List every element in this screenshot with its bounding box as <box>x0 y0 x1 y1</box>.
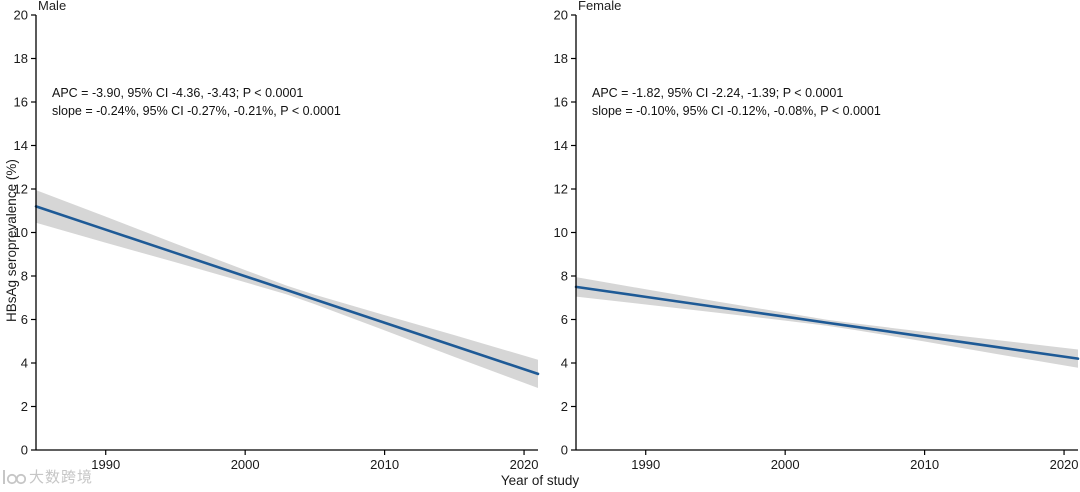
panel-title: Male <box>38 0 66 13</box>
y-tick-label: 16 <box>14 95 28 110</box>
stats-annotation: APC = -1.82, 95% CI -2.24, -1.39; P < 0.… <box>592 86 843 100</box>
y-tick-label: 10 <box>14 225 28 240</box>
y-tick-label: 10 <box>554 225 568 240</box>
x-tick-label: 2000 <box>771 457 800 472</box>
chart-panels: 0 2 4 6 8 10 12 14 16 18 20 1990 2000 2010 2020 Male APC… <box>14 0 1080 472</box>
y-tick-label: 20 <box>14 8 28 23</box>
y-tick-label: 18 <box>14 51 28 66</box>
y-tick-label: 16 <box>554 95 568 110</box>
y-tick-label: 6 <box>561 312 568 327</box>
x-tick-label: 2010 <box>910 457 939 472</box>
y-tick-label: 18 <box>554 51 568 66</box>
x-tick-label: 2000 <box>231 457 260 472</box>
female-chart: 0 2 4 6 8 10 12 14 16 18 20 1990 2000 2010 2020 Female A… <box>554 0 1080 472</box>
y-tick-label: 4 <box>561 356 568 371</box>
y-tick-label: 0 <box>561 443 568 458</box>
stats-annotation: APC = -3.90, 95% CI -4.36, -3.43; P < 0.… <box>52 86 303 100</box>
y-tick-label: 2 <box>21 399 28 414</box>
y-tick-label: 14 <box>14 138 28 153</box>
y-tick-label: 8 <box>561 269 568 284</box>
watermark-logo-icon <box>3 469 26 484</box>
panel-title: Female <box>578 0 621 13</box>
y-tick-label: 20 <box>554 8 568 23</box>
y-tick-label: 0 <box>21 443 28 458</box>
x-tick-label: 1990 <box>91 457 120 472</box>
regression-line <box>34 205 540 376</box>
male-chart: 0 2 4 6 8 10 12 14 16 18 20 1990 2000 2010 2020 Male APC… <box>14 0 540 472</box>
y-tick-label: 6 <box>21 312 28 327</box>
x-axis-label: Year of study <box>500 473 580 488</box>
y-tick-label: 14 <box>554 138 568 153</box>
x-tick-label: 2010 <box>370 457 399 472</box>
x-tick-label: 1990 <box>631 457 660 472</box>
y-tick-label: 8 <box>21 269 28 284</box>
y-axis-label: HBsAg seroprevalence (%) <box>4 159 19 323</box>
watermark-text: 大数跨境 <box>29 469 94 486</box>
regression-line <box>574 285 1080 360</box>
stats-annotation: slope = -0.10%, 95% CI -0.12%, -0.08%, P… <box>592 104 881 118</box>
x-tick-label: 2020 <box>510 457 539 472</box>
watermark: 大数跨境 <box>2 466 93 487</box>
y-tick-label: 2 <box>561 399 568 414</box>
stats-annotation: slope = -0.24%, 95% CI -0.27%, -0.21%, P… <box>52 104 341 118</box>
x-tick-label: 2020 <box>1050 457 1079 472</box>
y-tick-label: 12 <box>554 182 568 197</box>
y-tick-label: 4 <box>21 356 28 371</box>
y-tick-label: 12 <box>14 182 28 197</box>
